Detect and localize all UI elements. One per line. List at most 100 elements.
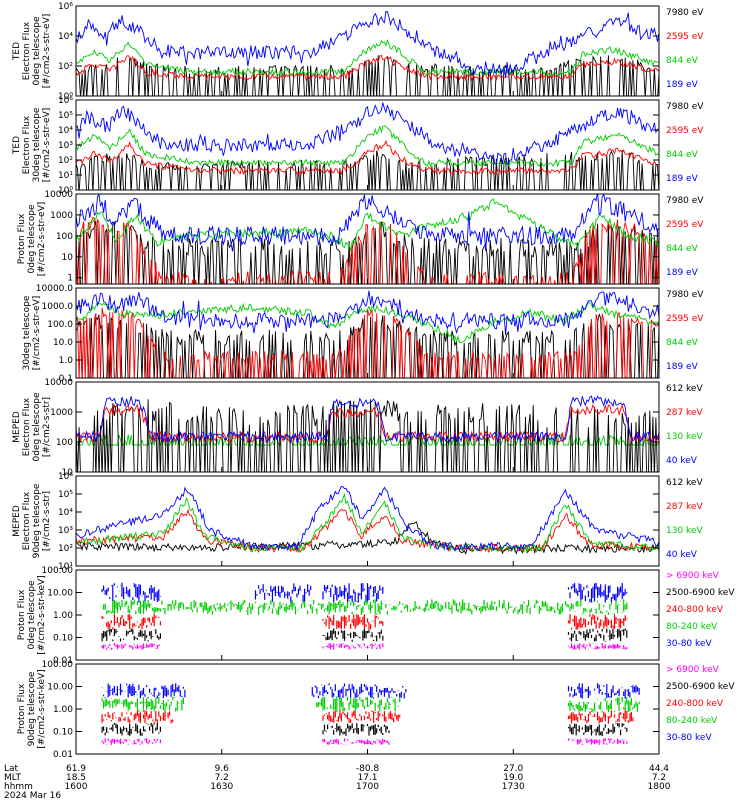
legend-entry: > 6900 keV (666, 571, 720, 581)
x-tick-lat: 27.0 (503, 764, 523, 774)
x-tick-hhmm: 1800 (648, 782, 671, 792)
panel-1: 10⁰ 10² 10⁴ 10⁶ TED Electron Flux 0deg telesco… (12, 2, 704, 102)
x-tick-lat: -80.8 (356, 764, 380, 774)
ytick-label: 1.00 (53, 705, 73, 715)
series-line-5 (101, 582, 628, 603)
x-row-label: Lat (4, 764, 19, 774)
series-line-5 (101, 683, 640, 699)
ytick-label: 10¹ (58, 171, 73, 181)
ylabel-line: [#/cm2-s-str] (42, 397, 52, 457)
ytick-label: 10³ (58, 141, 73, 151)
x-tick-mlt: 19.0 (503, 773, 523, 783)
legend-entry: 844 eV (666, 56, 699, 66)
x-tick-hhmm: 1630 (210, 782, 233, 792)
x-tick-lat: 44.4 (649, 764, 669, 774)
ytick-label: 10.0 (53, 338, 73, 348)
series-line-1 (101, 738, 628, 745)
ylabel-line: [#/cm2-s-str-eV] (37, 202, 47, 277)
ytick-label: 10⁰ (58, 186, 73, 196)
ytick-label: 10⁵ (58, 490, 73, 500)
series-line-3 (76, 39, 659, 77)
ylabel-line: Proton Flux (17, 589, 27, 640)
legend-entry: 7980 eV (666, 290, 704, 300)
series-line-1 (101, 643, 628, 650)
legend-entry: 844 eV (666, 338, 699, 348)
series-line-4 (76, 10, 659, 78)
x-row-label: MLT (4, 773, 22, 783)
ytick-label: 1000 (50, 211, 73, 221)
x-row-label: 2024 Mar 16 (4, 791, 61, 800)
series-line-4 (101, 599, 628, 615)
ylabel-line: [#/cm2-s-str] (42, 491, 52, 551)
panel-5: 10 100 1000 10000 MEPED Electron Flux 0deg tel… (12, 378, 703, 478)
panel-2: 10⁰ 10¹ 10² 10³ 10⁴ 10⁵ 10⁶ TED Electron Flux 30d… (12, 96, 704, 196)
legend-entry: 189 eV (666, 80, 699, 90)
legend-entry: > 6900 keV (666, 665, 720, 675)
x-tick-mlt: 18.5 (66, 773, 86, 783)
series-line-2 (101, 628, 628, 642)
legend-entry: 287 keV (666, 502, 703, 512)
legend-entry: 287 keV (666, 408, 703, 418)
ytick-label: 0.10 (53, 728, 73, 738)
ylabel-line: Proton Flux (17, 683, 27, 734)
ytick-label: 10⁴ (58, 508, 73, 518)
legend-entry: 2595 eV (666, 314, 704, 324)
x-tick-lat: 61.9 (66, 764, 86, 774)
legend-entry: 2595 eV (666, 220, 704, 230)
legend-entry: 80-240 keV (666, 716, 718, 726)
x-tick-hhmm: 1600 (65, 782, 88, 792)
series-line-4 (76, 290, 659, 336)
legend-entry: 612 keV (666, 384, 703, 394)
ylabel-line: TED (12, 42, 22, 61)
panel-series-group (76, 194, 659, 284)
legend-entry: 130 keV (666, 526, 703, 536)
legend-entry: 7980 eV (666, 196, 704, 206)
legend-entry: 130 keV (666, 432, 703, 442)
ylabel-line: MEPED (12, 411, 22, 443)
ytick-label: 10000 (44, 190, 73, 200)
ylabel-line: 90deg telescope (32, 483, 42, 558)
ylabel-line: [#/cm2-s-str-eV] (42, 14, 52, 89)
x-tick-mlt: 7.2 (215, 773, 229, 783)
ylabel-line: MEPED (12, 505, 22, 537)
ytick-label: 10.00 (47, 683, 73, 693)
ytick-label: 10.00 (47, 589, 73, 599)
panel-3: 1 10 100 1000 10000 Proton Flux 0deg telescope… (17, 190, 704, 285)
legend-entry: 30-80 keV (666, 733, 712, 743)
legend-entry: 2500-6900 keV (666, 682, 735, 692)
ytick-label: 10⁰ (58, 92, 73, 102)
ylabel-line: 30deg telescope (32, 107, 42, 182)
legend-entry: 40 keV (666, 456, 698, 466)
panel-series-group (76, 10, 659, 96)
ytick-label: 10² (58, 544, 73, 554)
legend-entry: 2595 eV (666, 32, 704, 42)
legend-entry: 189 eV (666, 362, 699, 372)
ylabel-line: 0deg telescope (32, 392, 42, 462)
panel-series-group (76, 102, 659, 190)
x-tick-hhmm: 1700 (356, 782, 379, 792)
ytick-label: 10⁴ (58, 126, 73, 136)
ylabel-line: 30deg telescope (22, 295, 32, 370)
series-line-4 (76, 194, 659, 252)
ytick-label: 100 (56, 438, 73, 448)
panel-frame (75, 5, 660, 97)
ytick-label: 10000 (44, 378, 73, 388)
x-tick-mlt: 7.2 (652, 773, 666, 783)
panel-8: 0.01 0.10 1.00 10.00 100.00 Proton Flux 90deg … (17, 660, 735, 760)
legend-entry: 240-800 keV (666, 699, 724, 709)
ytick-label: 10⁶ (58, 96, 73, 106)
panel-series-group (76, 485, 659, 555)
panel-series-group (101, 683, 640, 745)
legend-entry: 30-80 keV (666, 639, 712, 649)
legend-entry: 612 keV (666, 478, 703, 488)
legend-entry: 189 eV (666, 268, 699, 278)
ylabel-line: [#/cm2-s-str-eV] (42, 108, 52, 183)
ytick-label: 10⁶ (58, 472, 73, 482)
ylabel-line: 0deg telescope (32, 16, 42, 86)
ytick-label: 10000.0 (36, 284, 73, 294)
legend-entry: 2595 eV (666, 126, 704, 136)
ytick-label: 100.00 (42, 660, 74, 670)
ytick-label: 0.10 (53, 634, 73, 644)
